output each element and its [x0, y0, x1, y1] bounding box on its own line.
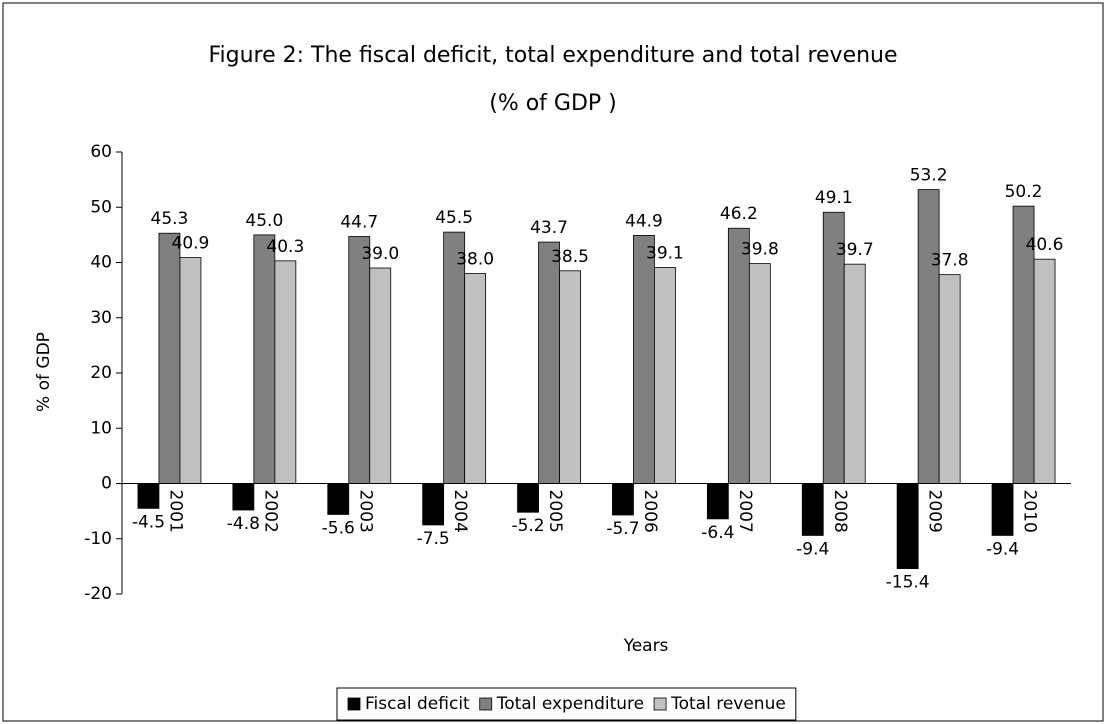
x-tick-label: 2003: [355, 490, 375, 533]
x-axis-label: Years: [623, 636, 669, 656]
value-label: 39.8: [741, 240, 779, 260]
bar: [179, 257, 202, 484]
value-label: 40.6: [1026, 235, 1064, 255]
bar: [801, 483, 824, 536]
value-label: -5.6: [322, 518, 355, 538]
legend: Fiscal deficit Total expenditure Total rev…: [336, 687, 797, 721]
value-label: -4.8: [227, 514, 260, 534]
value-label: -5.7: [606, 519, 639, 539]
x-tick-label: 2006: [640, 490, 660, 533]
chart-subtitle: (% of GDP ): [489, 91, 617, 116]
bar: [1033, 258, 1056, 484]
bar: [517, 483, 539, 513]
x-tick-label: 2004: [450, 490, 470, 533]
legend-swatch: [653, 697, 667, 711]
bar: [843, 263, 866, 484]
value-label: -9.4: [986, 539, 1019, 559]
bar: [443, 231, 466, 484]
bar: [706, 483, 729, 520]
bar: [633, 235, 655, 484]
bar: [991, 483, 1014, 536]
value-label: 43.7: [530, 218, 568, 238]
y-tick-label: 0: [101, 474, 112, 494]
value-label: -7.5: [417, 529, 450, 549]
y-tick-label: 10: [90, 418, 112, 438]
legend-label: Fiscal deficit: [365, 694, 470, 714]
bar: [158, 232, 181, 484]
value-label: -9.4: [796, 539, 829, 559]
value-label: 44.9: [625, 211, 663, 231]
bar: [274, 260, 297, 484]
value-label: 45.0: [245, 211, 283, 231]
bar: [612, 483, 634, 516]
value-label: -6.4: [701, 523, 734, 543]
value-label: 37.8: [931, 251, 969, 271]
value-label: 39.0: [361, 244, 399, 264]
x-tick-label: 2010: [1020, 490, 1040, 533]
bar: [559, 270, 581, 484]
value-label: 45.5: [435, 208, 473, 228]
bar: [654, 267, 676, 484]
y-tick-label: 50: [90, 197, 112, 217]
bar: [896, 483, 919, 569]
legend-swatch: [479, 697, 493, 711]
value-label: 38.5: [551, 247, 589, 267]
x-tick-label: 2007: [735, 490, 755, 533]
x-tick-label: 2008: [830, 490, 850, 533]
y-tick-label: -20: [84, 584, 112, 604]
bar: [422, 483, 445, 526]
value-label: 44.7: [340, 213, 378, 233]
y-tick-label: 20: [90, 363, 112, 383]
value-label: 39.1: [646, 243, 684, 263]
bar: [327, 483, 350, 515]
value-label: 40.3: [266, 237, 304, 257]
bar: [727, 227, 750, 484]
x-tick-label: 2001: [165, 490, 185, 533]
value-label: 45.3: [151, 209, 189, 229]
bar: [938, 274, 961, 484]
value-label: 50.2: [1005, 182, 1043, 202]
value-label: 46.2: [720, 204, 758, 224]
y-axis-label: % of GDP: [34, 332, 54, 412]
y-tick-label: 60: [90, 142, 112, 162]
value-label: 39.7: [836, 240, 874, 260]
value-label: -4.5: [132, 512, 165, 532]
bar: [538, 241, 560, 484]
x-tick-label: 2002: [260, 490, 280, 533]
bar: [748, 263, 771, 484]
legend-label: Total revenue: [670, 694, 786, 714]
bar: [917, 189, 940, 484]
bar: [232, 483, 255, 511]
y-tick-label: 40: [90, 253, 112, 273]
y-tick-label: 30: [90, 308, 112, 328]
value-label: 53.2: [910, 166, 948, 186]
legend-swatch: [347, 697, 361, 711]
value-label: -15.4: [886, 573, 930, 593]
x-tick-label: 2005: [545, 490, 565, 533]
value-label: -5.2: [511, 516, 544, 536]
x-tick-label: 2009: [925, 490, 945, 533]
chart-title: Figure 2: The fiscal deficit, total expe…: [208, 43, 897, 68]
y-tick-label: -10: [84, 529, 112, 549]
bar: [369, 267, 392, 484]
value-label: 49.1: [815, 188, 853, 208]
bar: [464, 273, 487, 484]
value-label: 40.9: [172, 234, 210, 254]
legend-label: Total expenditure: [496, 694, 644, 714]
value-label: 38.0: [456, 250, 494, 270]
bar: [137, 483, 160, 509]
legend-box: [336, 687, 797, 721]
bar: [253, 234, 276, 484]
bar: [348, 236, 371, 484]
